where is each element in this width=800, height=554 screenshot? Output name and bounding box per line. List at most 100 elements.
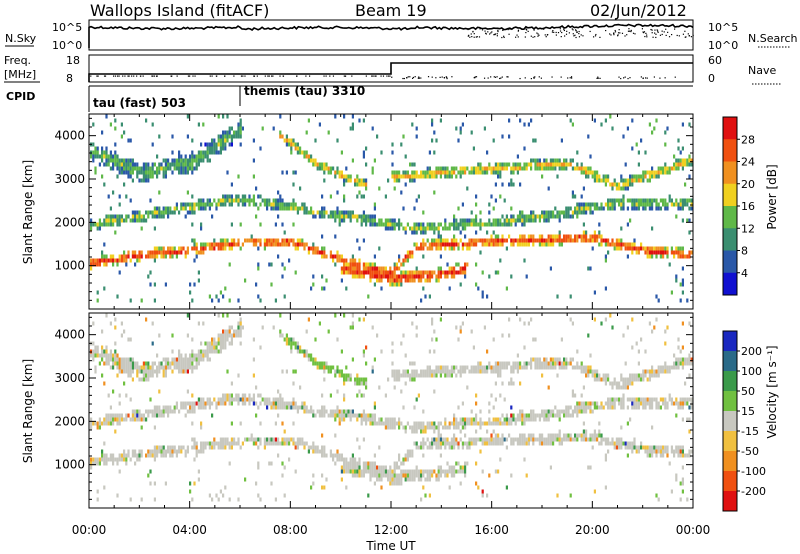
velocity-cell (103, 453, 106, 458)
velocity-cell (222, 345, 225, 350)
power-cell (340, 266, 343, 271)
velocity-cell (501, 441, 504, 446)
power-cell (318, 210, 321, 215)
velocity-cell (358, 389, 361, 394)
velocity-cell (204, 405, 207, 410)
power-cell (382, 274, 385, 279)
freq-panel-frame (88, 54, 694, 83)
power-cell (585, 174, 588, 179)
velocity-cell (345, 365, 348, 370)
velocity-cell (437, 465, 440, 470)
power-cell (356, 238, 359, 243)
power-cell (620, 242, 623, 247)
velocity-cell (105, 417, 108, 422)
velocity-cell (585, 405, 588, 410)
power-cell (688, 250, 691, 255)
power-cell (552, 166, 555, 171)
power-cell (362, 118, 365, 123)
velocity-cell (373, 405, 376, 410)
power-cell (376, 274, 379, 279)
velocity-cell (642, 377, 645, 382)
power-cell (380, 274, 383, 279)
power-cell (184, 158, 187, 163)
nsearch-dot (595, 33, 597, 36)
velocity-cell (523, 457, 526, 462)
velocity-cell (365, 361, 368, 366)
nsearch-dot (544, 34, 546, 36)
power-cell (149, 166, 152, 171)
velocity-cell (600, 441, 603, 446)
velocity-cell (263, 401, 266, 406)
velocity-cell (582, 385, 585, 390)
power-cell (340, 174, 343, 179)
velocity-cell (268, 437, 271, 442)
velocity-cell (582, 401, 585, 406)
colorbar-swatch (723, 183, 737, 207)
velocity-cell (503, 421, 506, 426)
power-cell (296, 238, 299, 243)
power-cell (413, 170, 416, 175)
velocity-cell (173, 365, 176, 370)
power-cell (239, 142, 242, 147)
velocity-cell (120, 333, 123, 338)
velocity-cell (378, 469, 381, 474)
power-cell (534, 218, 537, 223)
velocity-cell (433, 329, 436, 334)
velocity-cell (323, 377, 326, 382)
velocity-cell (556, 361, 559, 366)
power-cell (640, 246, 643, 251)
power-cell (160, 250, 163, 255)
power-cell (145, 174, 148, 179)
power-cell (349, 214, 352, 219)
velocity-cell (402, 469, 405, 474)
power-cell (494, 166, 497, 171)
velocity-cell (281, 421, 284, 426)
power-cell (285, 142, 288, 147)
power-cell (288, 238, 291, 243)
power-cell (633, 178, 636, 183)
power-cell (453, 170, 456, 175)
velocity-cell (461, 365, 464, 370)
velocity-cell (244, 477, 247, 482)
power-cell (433, 226, 436, 231)
power-cell (96, 146, 99, 151)
velocity-cell (560, 365, 563, 370)
velocity-cell (411, 425, 414, 430)
velocity-cell (554, 413, 557, 418)
velocity-cell (206, 341, 209, 346)
power-cell (437, 266, 440, 271)
power-cell (323, 250, 326, 255)
power-cell (164, 158, 167, 163)
power-cell (316, 250, 319, 255)
nave-label: Nave (748, 64, 776, 77)
velocity-cell (105, 421, 108, 426)
velocity-cell (191, 409, 194, 414)
power-cell (103, 218, 106, 223)
power-cell (439, 254, 442, 259)
power-cell (226, 170, 229, 175)
power-cell (420, 226, 423, 231)
velocity-cell (184, 361, 187, 366)
power-cell (237, 194, 240, 199)
velocity-cell (576, 349, 579, 354)
velocity-cell (332, 413, 335, 418)
power-cell (131, 158, 134, 163)
power-cell (580, 234, 583, 239)
velocity-cell (305, 353, 308, 358)
power-cell (508, 134, 511, 139)
velocity-cell (219, 341, 222, 346)
power-cell (543, 158, 546, 163)
velocity-cell (402, 405, 405, 410)
power-cell (428, 166, 431, 171)
velocity-cell (118, 417, 121, 422)
velocity-cell (380, 465, 383, 470)
velocity-cell (268, 397, 271, 402)
velocity-cell (400, 473, 403, 478)
velocity-cell (98, 457, 101, 462)
power-cell (171, 250, 174, 255)
velocity-cell (420, 473, 423, 478)
velocity-cell (127, 337, 130, 342)
power-cell (505, 222, 508, 227)
power-cell (202, 202, 205, 207)
power-cell (153, 298, 156, 303)
